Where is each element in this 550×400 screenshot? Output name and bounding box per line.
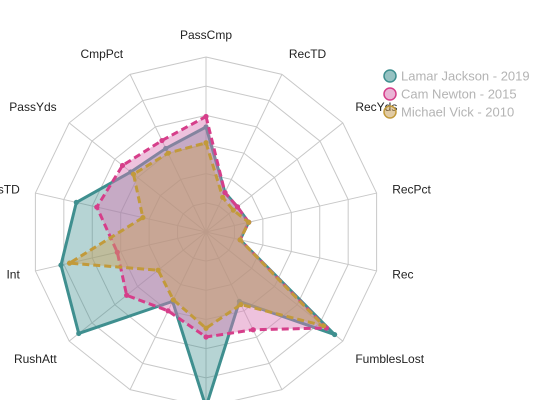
axis-label: PassTD — [0, 182, 20, 196]
data-point — [238, 237, 243, 242]
legend-label: Michael Vick - 2010 — [401, 105, 514, 120]
legend-label: Lamar Jackson - 2019 — [401, 69, 530, 84]
data-point — [231, 208, 236, 213]
data-point — [220, 195, 225, 200]
data-point — [156, 268, 161, 273]
legend-item[interactable]: Cam Newton - 2015 — [384, 87, 517, 102]
data-point — [159, 138, 164, 143]
data-point — [140, 215, 145, 220]
data-point — [238, 302, 243, 307]
data-point — [58, 262, 63, 267]
data-point — [171, 297, 176, 302]
data-point — [131, 172, 136, 177]
axis-label: PassYds — [9, 100, 56, 114]
data-point — [74, 200, 79, 205]
data-point — [165, 151, 170, 156]
axis-label: FumblesLost — [355, 352, 424, 366]
legend-swatch — [384, 88, 396, 100]
data-point — [332, 332, 337, 337]
data-point — [94, 204, 99, 209]
legend-label: Cam Newton - 2015 — [401, 87, 517, 102]
axis-label: CmpPct — [80, 47, 123, 61]
data-point — [203, 140, 208, 145]
axis-label: PassCmp — [180, 28, 232, 42]
data-point — [203, 334, 208, 339]
data-point — [67, 261, 72, 266]
axis-label: RecTD — [289, 47, 327, 61]
series-layer — [58, 114, 337, 400]
legend-swatch — [384, 70, 396, 82]
data-point — [235, 204, 240, 209]
data-point — [124, 293, 129, 298]
data-point — [76, 331, 81, 336]
legend[interactable]: Lamar Jackson - 2019 Cam Newton - 2015 Mic… — [384, 69, 530, 120]
data-point — [203, 326, 208, 331]
data-point — [222, 190, 227, 195]
axis-label: RecPct — [392, 182, 431, 196]
data-point — [250, 327, 255, 332]
legend-swatch — [384, 106, 396, 118]
data-point — [321, 323, 326, 328]
data-point — [165, 308, 170, 313]
axis-label: Rec — [392, 268, 413, 282]
axis-label: Int — [6, 268, 20, 282]
data-point — [246, 220, 251, 225]
legend-item[interactable]: Michael Vick - 2010 — [384, 105, 514, 120]
data-point — [120, 163, 125, 168]
legend-item[interactable]: Lamar Jackson - 2019 — [384, 69, 530, 84]
data-point — [203, 114, 208, 119]
axis-label: RushAtt — [14, 352, 57, 366]
